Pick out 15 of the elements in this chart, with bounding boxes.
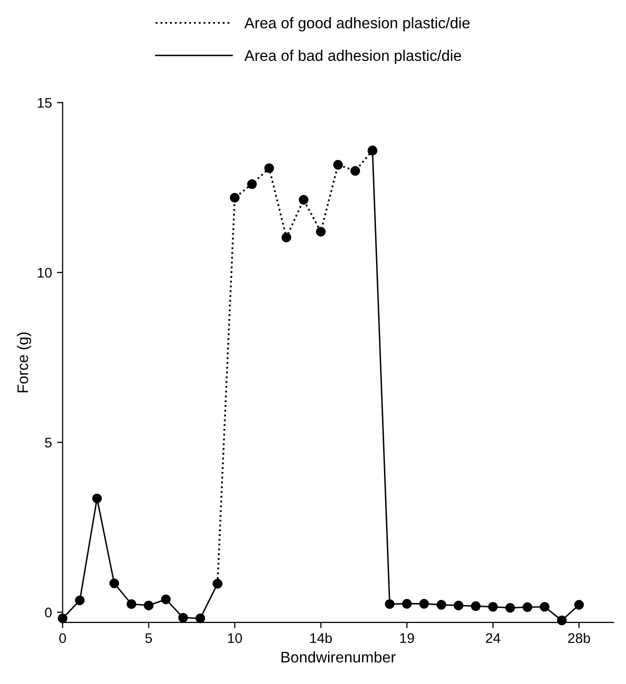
x-tick-label: 28b (568, 632, 590, 644)
y-tick-label: 5 (45, 438, 52, 448)
x-tick-label: 10 (228, 633, 242, 644)
x-tick-label: 24 (486, 633, 500, 643)
y-tick-label: 0 (45, 608, 52, 618)
y-axis-title: Force (g) (16, 332, 32, 392)
x-tick-label: 14b (310, 632, 332, 644)
y-tick-label: 10 (38, 268, 52, 278)
x-tick-label: 19 (400, 633, 414, 644)
y-tick-label: 15 (38, 98, 52, 108)
legend-label: Area of good adhesion plastic/die (244, 17, 470, 32)
legend-label: Area of bad adhesion plastic/die (244, 50, 462, 64)
x-axis-title: Bondwirenumber (282, 651, 396, 663)
x-tick-label: 5 (145, 633, 152, 644)
x-tick-label: 0 (59, 633, 66, 644)
